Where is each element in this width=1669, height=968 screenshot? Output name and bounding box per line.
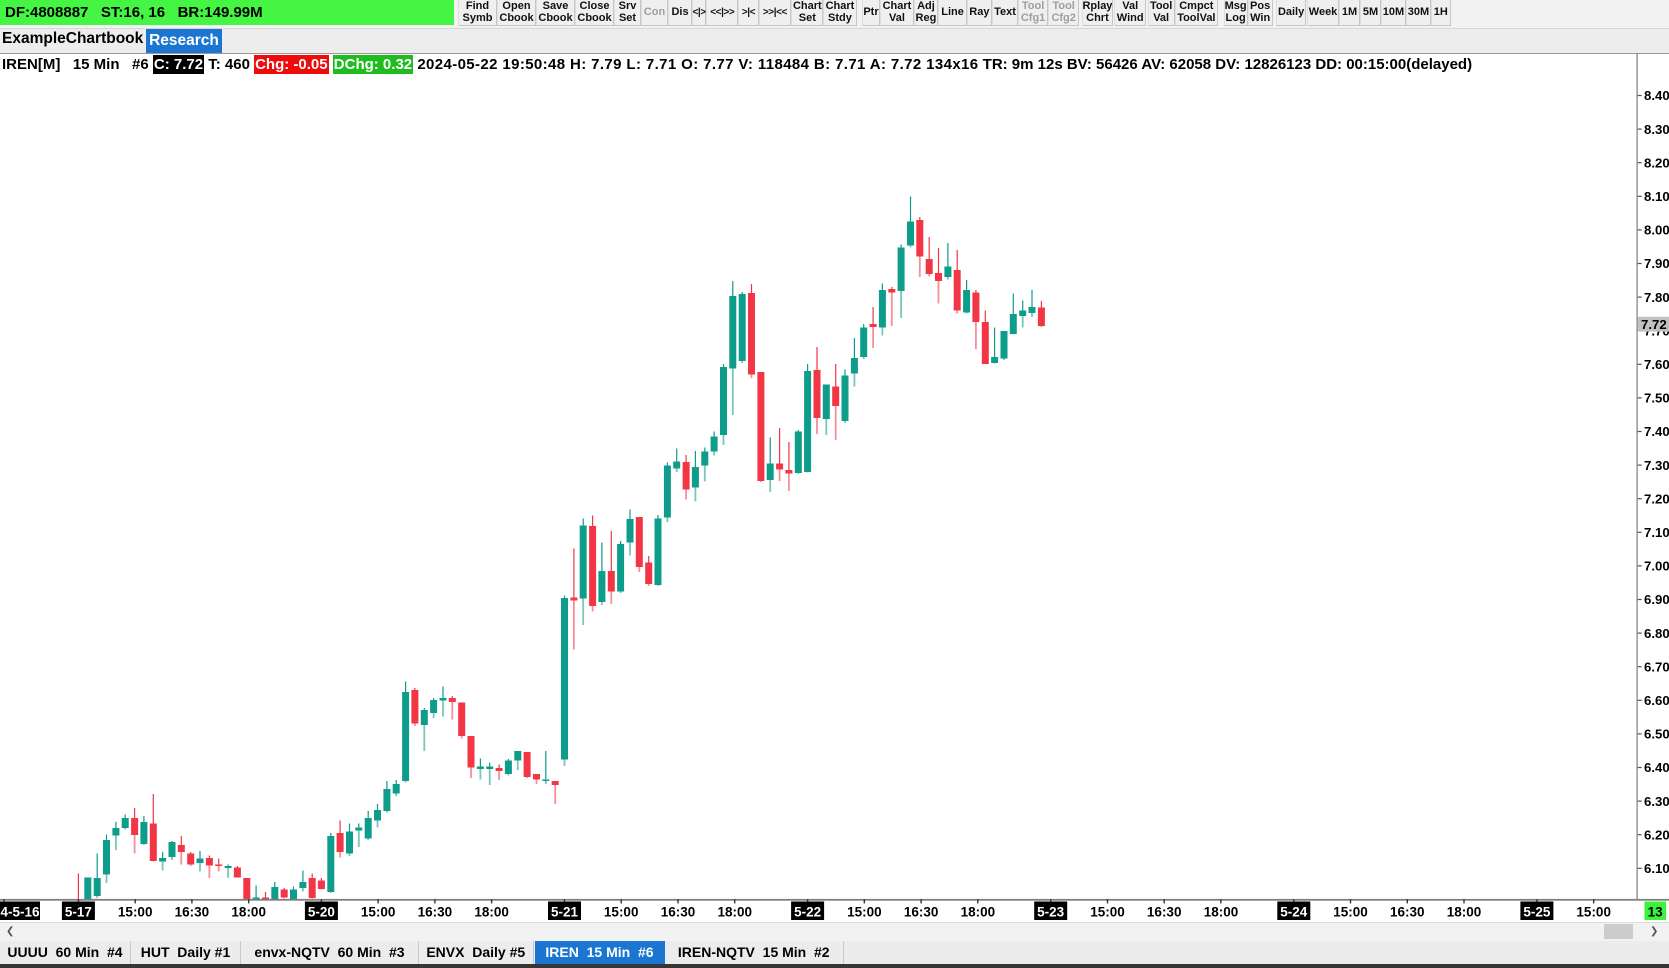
svg-text:8.00: 8.00 [1644, 223, 1669, 238]
svg-text:7.72: 7.72 [1641, 317, 1667, 332]
svg-text:13: 13 [1648, 904, 1664, 919]
svg-text:18:00: 18:00 [231, 904, 266, 919]
svg-text:7.80: 7.80 [1644, 290, 1669, 305]
svg-text:6.40: 6.40 [1644, 760, 1669, 775]
svg-text:7.90: 7.90 [1644, 256, 1669, 271]
svg-text:6.10: 6.10 [1644, 861, 1669, 876]
svg-text:8.40: 8.40 [1644, 88, 1669, 103]
svg-text:15:00: 15:00 [604, 904, 639, 919]
svg-text:8.30: 8.30 [1644, 122, 1669, 137]
svg-text:7.00: 7.00 [1644, 559, 1669, 574]
svg-text:7.60: 7.60 [1644, 357, 1669, 372]
svg-text:5-25: 5-25 [1523, 904, 1551, 919]
svg-text:16:30: 16:30 [418, 904, 453, 919]
svg-text:7.30: 7.30 [1644, 458, 1669, 473]
svg-text:15:00: 15:00 [118, 904, 153, 919]
svg-text:6.90: 6.90 [1644, 592, 1669, 607]
svg-text:6.80: 6.80 [1644, 626, 1669, 641]
svg-text:7.40: 7.40 [1644, 424, 1669, 439]
svg-text:15:00: 15:00 [1576, 904, 1611, 919]
svg-text:8.10: 8.10 [1644, 189, 1669, 204]
svg-text:5-21: 5-21 [551, 904, 579, 919]
svg-text:6.30: 6.30 [1644, 794, 1669, 809]
svg-text:7.20: 7.20 [1644, 491, 1669, 506]
svg-text:5-23: 5-23 [1037, 904, 1065, 919]
svg-text:16:30: 16:30 [661, 904, 696, 919]
svg-text:18:00: 18:00 [718, 904, 753, 919]
svg-text:16:30: 16:30 [904, 904, 939, 919]
svg-text:7.50: 7.50 [1644, 391, 1669, 406]
svg-text:15:00: 15:00 [1333, 904, 1368, 919]
svg-text:5-24: 5-24 [1280, 904, 1308, 919]
svg-text:16:30: 16:30 [1390, 904, 1425, 919]
svg-text:16:30: 16:30 [175, 904, 210, 919]
svg-text:6.50: 6.50 [1644, 727, 1669, 742]
svg-text:15:00: 15:00 [1090, 904, 1125, 919]
svg-text:7.10: 7.10 [1644, 525, 1669, 540]
svg-text:18:00: 18:00 [1447, 904, 1482, 919]
svg-text:4-5-16: 4-5-16 [0, 904, 40, 919]
svg-text:18:00: 18:00 [961, 904, 996, 919]
svg-text:18:00: 18:00 [1204, 904, 1239, 919]
svg-text:6.20: 6.20 [1644, 827, 1669, 842]
svg-text:5-22: 5-22 [794, 904, 821, 919]
svg-text:18:00: 18:00 [474, 904, 509, 919]
svg-text:6.70: 6.70 [1644, 659, 1669, 674]
svg-text:5-17: 5-17 [65, 904, 92, 919]
svg-text:15:00: 15:00 [847, 904, 882, 919]
svg-text:16:30: 16:30 [1147, 904, 1182, 919]
svg-text:8.20: 8.20 [1644, 155, 1669, 170]
svg-text:6.60: 6.60 [1644, 693, 1669, 708]
svg-text:15:00: 15:00 [361, 904, 396, 919]
svg-text:5-20: 5-20 [308, 904, 335, 919]
